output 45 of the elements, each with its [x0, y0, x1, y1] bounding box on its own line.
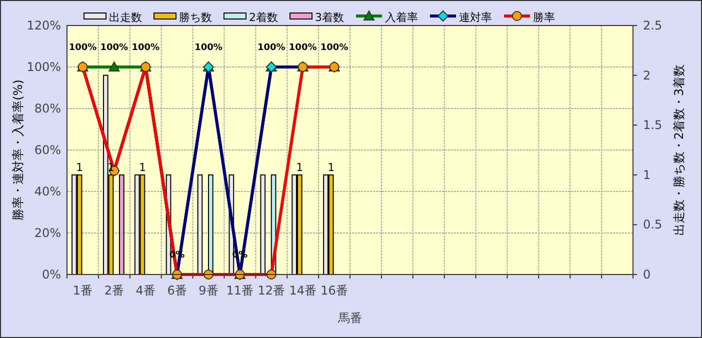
y2-tick-label: 2: [643, 68, 651, 82]
data-label: 1: [296, 160, 304, 174]
y2-tick-label: 1: [643, 168, 651, 182]
data-label: 100%: [68, 43, 97, 53]
data-label: 100%: [288, 43, 317, 53]
legend-label: 入着率: [385, 11, 418, 24]
y2-tick-label: 0.5: [643, 218, 662, 232]
data-label: 1: [76, 160, 84, 174]
data-label: 100%: [320, 43, 348, 53]
legend-label: 3着数: [315, 11, 344, 24]
y-tick-label: 100%: [26, 60, 61, 74]
x-tick-label: 4番: [136, 284, 156, 298]
legend-label: 出走数: [109, 11, 142, 24]
data-label: 100%: [257, 43, 286, 53]
y-tick-label: 80%: [34, 102, 61, 116]
x-tick-label: 2番: [104, 284, 124, 298]
y2-tick-label: 2.5: [643, 18, 662, 32]
legend-label: 連対率: [459, 11, 492, 24]
y2-axis-title: 出走数・勝ち数・2着数・3着数: [672, 64, 686, 236]
y2-tick-label: 0: [643, 268, 651, 282]
legend-label: 2着数: [249, 11, 278, 24]
legend-label: 勝ち数: [179, 11, 212, 24]
y-tick-label: 40%: [34, 184, 61, 198]
x-tick-label: 9番: [198, 284, 218, 298]
x-axis-title: 馬番: [337, 311, 362, 325]
x-tick-label: 12番: [258, 284, 286, 298]
y-tick-label: 0%: [42, 268, 61, 282]
x-tick-label: 14番: [289, 284, 316, 298]
y-tick-label: 120%: [26, 18, 61, 32]
data-label: 1: [138, 160, 146, 174]
legend-label: 勝率: [533, 11, 555, 24]
x-tick-label: 6番: [167, 284, 187, 298]
y-tick-label: 20%: [34, 226, 61, 240]
y-axis-title: 勝率・連対率・入着率(%): [11, 80, 25, 220]
data-label: 100%: [100, 43, 128, 53]
x-tick-label: 1番: [72, 284, 93, 298]
y-tick-label: 60%: [34, 143, 61, 157]
data-label: 1: [107, 160, 114, 174]
y2-tick-label: 1.5: [643, 118, 662, 132]
data-label: 1: [328, 160, 335, 174]
point: [108, 62, 120, 72]
data-label: 100%: [132, 43, 160, 53]
x-tick-label: 16番: [320, 284, 348, 298]
data-label: 100%: [194, 43, 222, 53]
x-tick-label: 11番: [226, 284, 254, 298]
